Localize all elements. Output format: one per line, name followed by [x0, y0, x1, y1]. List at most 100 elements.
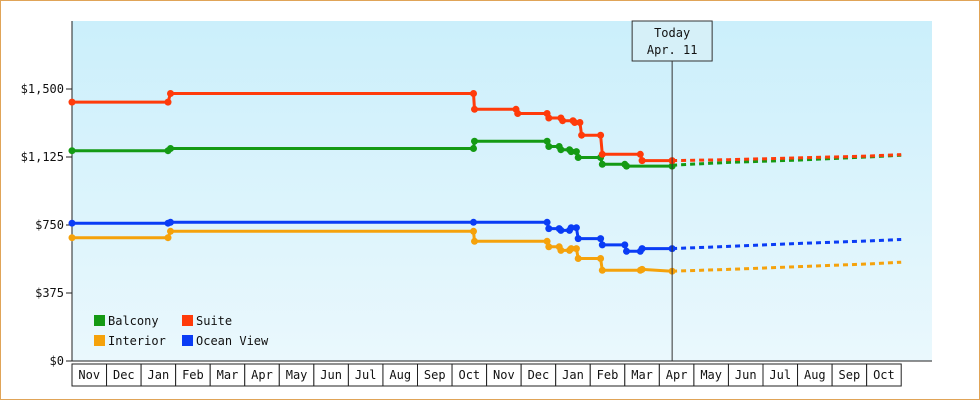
data-point	[164, 98, 172, 106]
data-point	[164, 234, 172, 242]
today-marker: Today Apr. 11	[631, 20, 713, 361]
x-tick-label: Mar	[217, 368, 239, 382]
data-point	[598, 150, 606, 158]
legend-item-label: Balcony	[108, 314, 159, 328]
data-point	[543, 137, 551, 145]
x-tick-label: Jun	[320, 368, 342, 382]
x-tick-label: Jun	[735, 368, 757, 382]
x-tick-label: Mar	[631, 368, 653, 382]
data-point	[545, 225, 553, 233]
x-tick-label: Dec	[113, 368, 135, 382]
data-point	[559, 117, 567, 125]
data-point	[68, 98, 76, 106]
x-tick-label: Oct	[873, 368, 895, 382]
forecast-line-ocean-view	[672, 238, 902, 251]
data-point	[567, 224, 575, 232]
series-layer	[68, 90, 902, 275]
x-tick-label: Aug	[804, 368, 826, 382]
today-date: Apr. 11	[647, 43, 698, 57]
data-point	[597, 235, 605, 243]
data-point	[567, 148, 575, 156]
data-point	[471, 237, 478, 245]
x-tick-label: Apr	[251, 368, 273, 382]
data-point	[623, 247, 630, 255]
y-tick-label: $1,500	[21, 82, 64, 96]
x-tick-label: Apr	[666, 368, 688, 382]
legend: Balcony Suite Interior Ocean View	[94, 314, 269, 348]
data-point	[545, 114, 553, 122]
legend-item-label: Suite	[196, 314, 232, 328]
data-point	[638, 157, 646, 165]
series-line-balcony	[72, 139, 673, 168]
x-tick-label: Jan	[562, 368, 584, 382]
data-point	[543, 218, 551, 226]
data-point	[574, 255, 582, 262]
x-tick-label: Nov	[78, 368, 100, 382]
data-point	[545, 143, 553, 150]
data-point	[636, 150, 644, 158]
data-point	[576, 119, 584, 126]
data-point	[597, 131, 605, 139]
data-point	[557, 146, 565, 154]
plot-area	[72, 21, 932, 361]
forecast-line-balcony	[672, 153, 902, 167]
data-point	[543, 237, 551, 245]
legend-swatch	[94, 335, 105, 346]
legend-swatch	[94, 315, 105, 326]
data-point	[598, 241, 606, 249]
legend-swatch	[182, 315, 193, 326]
data-point	[470, 218, 477, 226]
data-point	[470, 90, 477, 97]
x-tick-label: Sep	[424, 368, 446, 382]
today-label: Today	[654, 26, 690, 40]
data-point	[571, 119, 579, 126]
data-point	[598, 266, 606, 274]
x-tick-label: Jan	[148, 368, 170, 382]
series-line-interior	[72, 229, 673, 273]
y-tick-label: $1,125	[21, 150, 64, 164]
y-tick-label: $0	[50, 354, 64, 368]
x-axis: Nov Dec Jan Feb Mar Apr May Jun Jul Aug Sep Oct Nov D…	[71, 360, 932, 387]
month-cell	[866, 363, 902, 387]
data-point	[598, 160, 606, 168]
data-point	[68, 234, 76, 242]
x-tick-label: Jul	[769, 368, 791, 382]
data-point	[471, 137, 478, 145]
data-point	[572, 245, 580, 253]
data-point	[597, 255, 605, 262]
data-point	[638, 245, 646, 253]
data-point	[578, 131, 586, 139]
data-point	[574, 235, 582, 243]
x-tick-label: Nov	[493, 368, 515, 382]
data-point	[470, 227, 477, 235]
data-point	[167, 90, 174, 97]
forecast-line-interior	[672, 260, 902, 273]
data-point	[567, 245, 575, 253]
x-tick-label: Feb	[182, 368, 204, 382]
data-point	[68, 219, 76, 227]
data-point	[557, 246, 565, 254]
data-point	[471, 105, 478, 113]
data-point	[572, 148, 580, 156]
forecast-line-suite	[672, 153, 902, 163]
legend-item-label: Ocean View	[196, 334, 269, 348]
data-point	[572, 224, 580, 232]
data-point	[574, 154, 582, 161]
x-tick-label: Feb	[597, 368, 619, 382]
x-tick-label: Jul	[355, 368, 377, 382]
data-point	[638, 265, 646, 273]
today-box	[631, 20, 713, 62]
data-point	[623, 162, 630, 170]
data-point	[167, 218, 174, 226]
legend-swatch	[182, 335, 193, 346]
x-tick-label: May	[286, 368, 308, 382]
data-point	[68, 147, 76, 155]
x-tick-label: May	[700, 368, 722, 382]
x-tick-label: Aug	[389, 368, 411, 382]
y-tick-label: $375	[35, 286, 64, 300]
x-tick-label: Dec	[528, 368, 550, 382]
data-point	[470, 145, 477, 152]
data-point	[514, 110, 522, 117]
